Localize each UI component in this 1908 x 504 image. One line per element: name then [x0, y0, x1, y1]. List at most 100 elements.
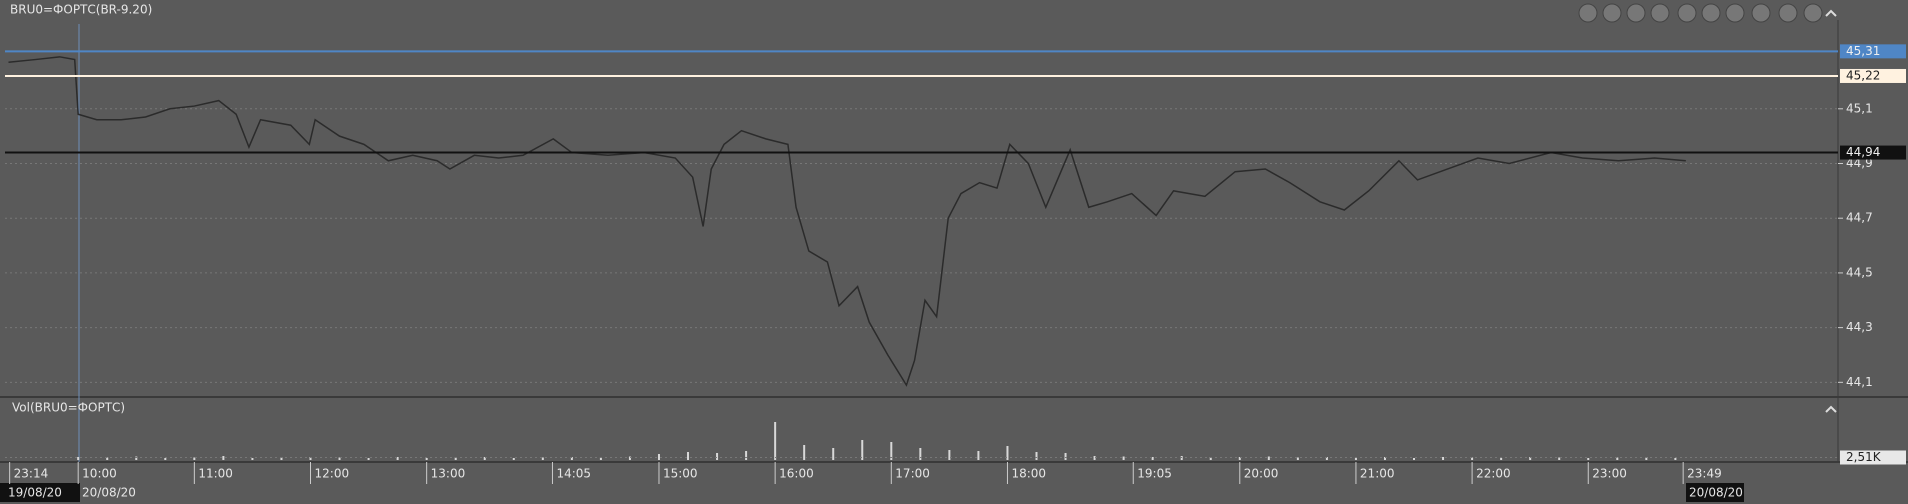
button-move[interactable]: [1751, 3, 1771, 23]
volume-bar: [599, 457, 602, 460]
x-tick-label: 20:00: [1244, 467, 1279, 481]
x-tick-label: 22:00: [1476, 467, 1511, 481]
x-tick-label: 11:00: [198, 467, 233, 481]
x-tick-label: 23:49: [1687, 467, 1722, 481]
x-tick-label: 18:00: [1011, 467, 1046, 481]
volume-bar: [919, 448, 922, 460]
level-box: [1840, 68, 1906, 83]
volume-bar: [1209, 457, 1212, 460]
volume-bar: [1674, 458, 1677, 460]
volume-bar: [1093, 456, 1096, 460]
volume-bar: [1558, 457, 1561, 460]
x-tick-label: 19:05: [1137, 467, 1172, 481]
level-box: [1840, 145, 1906, 160]
button-first[interactable]: [1578, 3, 1598, 23]
volume-bar: [1325, 457, 1328, 460]
x-tick-label: 17:00: [895, 467, 930, 481]
volume-bar: [135, 456, 138, 460]
date-box: [1686, 483, 1744, 502]
volume-bar: [716, 453, 719, 460]
button-zoom-in[interactable]: [1677, 3, 1697, 23]
x-tick-label: 23:14: [14, 467, 49, 481]
level-label: 45,22: [1846, 68, 1880, 82]
volume-bar: [280, 457, 283, 460]
chart-title: BRU0=ФОРТС(BR-9.20): [10, 3, 152, 17]
x-tick-label: 16:00: [779, 467, 814, 481]
volume-bar: [832, 448, 835, 460]
volume-bar: [454, 457, 457, 460]
volume-bar: [251, 458, 254, 460]
volume-bar: [948, 450, 951, 460]
x-tick-label: 23:00: [1592, 467, 1627, 481]
y-tick-label: 45,1: [1846, 101, 1873, 115]
volume-bar: [803, 445, 806, 460]
date-label: 20/08/20: [1689, 486, 1743, 500]
level-label: 45,31: [1846, 44, 1880, 58]
volume-bar: [222, 456, 225, 460]
volume-bar: [425, 458, 428, 460]
volume-bar: [367, 458, 370, 460]
x-tick-label: 10:00: [82, 467, 117, 481]
volume-bar: [1616, 457, 1619, 460]
x-tick-label: 12:00: [315, 467, 350, 481]
volume-bar: [541, 457, 544, 460]
button-last[interactable]: [1650, 3, 1670, 23]
x-tick-label: 21:00: [1360, 467, 1395, 481]
button-next[interactable]: [1626, 3, 1646, 23]
volume-bar: [1151, 457, 1154, 460]
volume-bar: [483, 457, 486, 460]
date-box: [0, 483, 80, 502]
volume-bar: [1645, 457, 1648, 460]
level-box: [1840, 44, 1906, 59]
volume-bar: [309, 457, 312, 460]
volume-bar: [512, 458, 515, 460]
button-collapse[interactable]: [1825, 9, 1837, 17]
volume-bar: [570, 457, 573, 460]
toolbar: [1578, 3, 1837, 413]
volume-bar: [657, 454, 660, 460]
y-tick-label: 44,5: [1846, 265, 1873, 279]
y-tick-label: 44,3: [1846, 320, 1873, 334]
volume-bar: [193, 457, 196, 460]
volume-bar: [1296, 457, 1299, 460]
volume-bar: [1267, 456, 1270, 460]
volume-bar: [1122, 456, 1125, 460]
volume-bar: [1413, 458, 1416, 460]
volume-bar: [687, 452, 690, 460]
volume-bar: [774, 422, 777, 460]
y-tick-label: 44,1: [1846, 375, 1873, 389]
volume-bar: [77, 457, 80, 460]
x-tick-label: 15:00: [663, 467, 698, 481]
x-tick-label: 14:05: [556, 467, 591, 481]
level-label: 44,94: [1846, 145, 1880, 159]
volume-title: Vol(BRU0=ФОРТС): [12, 401, 125, 415]
button-collapse-volume[interactable]: [1825, 405, 1837, 413]
volume-bar: [1006, 446, 1009, 460]
date-label: 20/08/20: [82, 486, 136, 500]
button-zoom[interactable]: [1725, 3, 1745, 23]
volume-bar: [861, 440, 864, 460]
button-fit[interactable]: [1778, 3, 1798, 23]
button-end[interactable]: [1803, 3, 1823, 23]
button-prev[interactable]: [1602, 3, 1622, 23]
volume-bar: [1238, 457, 1241, 460]
volume-bar: [977, 451, 980, 460]
volume-bar: [1500, 458, 1503, 460]
volume-bar: [745, 451, 748, 460]
price-line: [8, 56, 1686, 387]
button-zoom-out[interactable]: [1701, 3, 1721, 23]
volume-bar: [338, 457, 341, 460]
volume-bar: [396, 457, 399, 460]
volume-bar: [1587, 458, 1590, 460]
volume-bar: [1180, 456, 1183, 460]
volume-bar: [106, 457, 109, 460]
volume-bar: [1471, 457, 1474, 460]
volume-bar: [1035, 452, 1038, 460]
volume-bar: [164, 458, 167, 460]
volume-tick-box: [1840, 450, 1906, 465]
volume-bar: [890, 442, 893, 460]
y-tick-label: 44,7: [1846, 211, 1873, 225]
date-label: 19/08/20: [8, 486, 62, 500]
volume-tick-label: 2,51K: [1846, 450, 1882, 464]
